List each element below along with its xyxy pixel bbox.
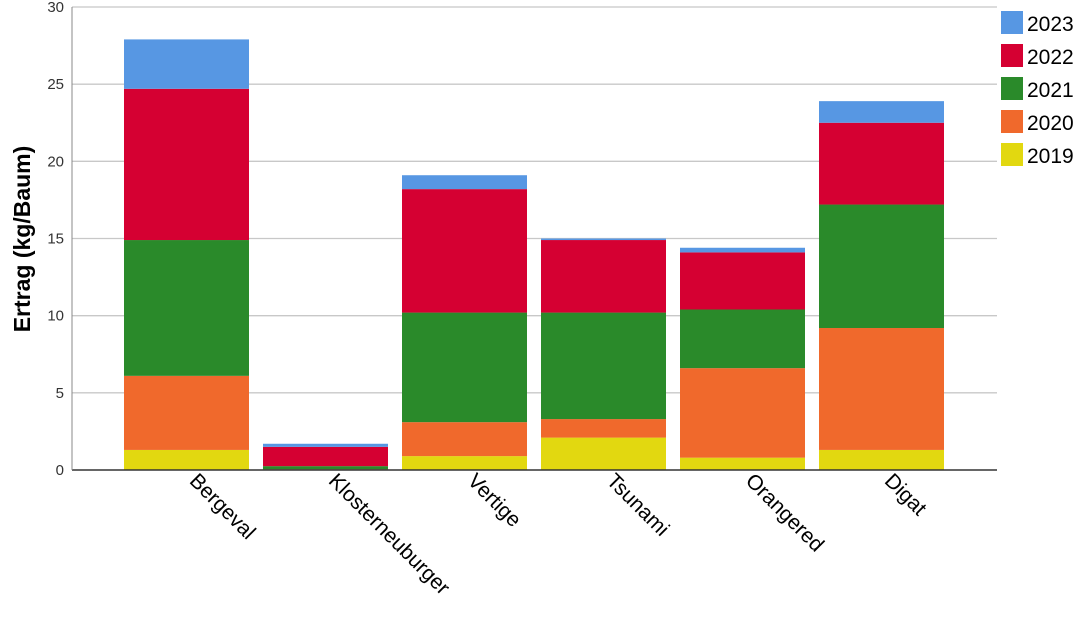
bar-segment-orangered-2023 xyxy=(680,247,805,253)
bar-segment-tsunami-2023 xyxy=(541,238,666,241)
bar-segment-orangered-2020 xyxy=(680,368,805,458)
bar-segment-vertige-2019 xyxy=(402,456,527,470)
legend-swatch-2022 xyxy=(1001,44,1023,67)
bar-segment-tsunami-2020 xyxy=(541,419,666,438)
bar-segment-bergeval-2023 xyxy=(124,39,249,89)
y-tick-label: 10 xyxy=(47,308,64,325)
y-axis-label: Ertrag (kg/Baum) xyxy=(9,146,35,333)
bar-segment-bergeval-2021 xyxy=(124,240,249,376)
bar-segment-bergeval-2022 xyxy=(124,88,249,241)
y-tick-label: 25 xyxy=(47,76,64,93)
legend-label: 2020 xyxy=(1027,112,1074,135)
bar-segment-orangered-2022 xyxy=(680,252,805,310)
bar-segment-tsunami-2021 xyxy=(541,312,666,420)
bar-segment-digat-2019 xyxy=(819,449,944,470)
bar-segment-bergeval-2020 xyxy=(124,375,249,450)
bar-segment-tsunami-2022 xyxy=(541,240,666,313)
x-tick-label: Klosterneuburger xyxy=(324,469,454,599)
bar-segment-digat-2023 xyxy=(819,101,944,123)
x-tick-label: Vertige xyxy=(463,469,526,532)
bar-segment-bergeval-2019 xyxy=(124,449,249,470)
bar-segment-orangered-2021 xyxy=(680,309,805,369)
legend-swatch-2019 xyxy=(1001,143,1023,166)
bars xyxy=(124,39,944,470)
legend-label: 2019 xyxy=(1027,145,1074,168)
bar-segment-orangered-2019 xyxy=(680,457,805,470)
x-tick-labels: Bergeval Klosterneuburger Vertige Tsunami Or… xyxy=(185,469,931,599)
bar-segment-vertige-2020 xyxy=(402,422,527,457)
y-tick-label: 20 xyxy=(47,153,64,170)
x-tick-label: Bergeval xyxy=(185,469,260,544)
legend-swatch-2023 xyxy=(1001,11,1023,34)
y-tick-label: 0 xyxy=(56,462,64,479)
bar-segment-digat-2022 xyxy=(819,122,944,205)
legend-label: 2022 xyxy=(1027,46,1074,69)
bar-segment-vertige-2023 xyxy=(402,175,527,190)
bar-segment-vertige-2022 xyxy=(402,189,527,313)
legend-swatch-2020 xyxy=(1001,110,1023,133)
bar-segment-klosterneuburger-2023 xyxy=(263,443,388,447)
bar-segment-tsunami-2019 xyxy=(541,437,666,470)
legend: 2023 2022 2021 2020 2019 xyxy=(1001,11,1074,168)
x-tick-label: Digat xyxy=(880,469,931,520)
bar-segment-klosterneuburger-2021 xyxy=(263,466,388,470)
legend-swatch-2021 xyxy=(1001,77,1023,100)
bar-segment-digat-2021 xyxy=(819,204,944,329)
legend-label: 2023 xyxy=(1027,13,1074,36)
x-tick-label: Tsunami xyxy=(602,469,674,541)
x-tick-label: Orangered xyxy=(741,469,828,556)
bar-segment-klosterneuburger-2022 xyxy=(263,446,388,467)
legend-label: 2021 xyxy=(1027,79,1074,102)
y-tick-label: 15 xyxy=(47,231,64,248)
bar-segment-vertige-2021 xyxy=(402,312,527,423)
bar-segment-digat-2020 xyxy=(819,328,944,450)
y-tick-label: 30 xyxy=(47,0,64,16)
y-tick-labels: 0 5 10 15 20 25 30 xyxy=(47,0,64,479)
y-tick-label: 5 xyxy=(56,385,64,402)
